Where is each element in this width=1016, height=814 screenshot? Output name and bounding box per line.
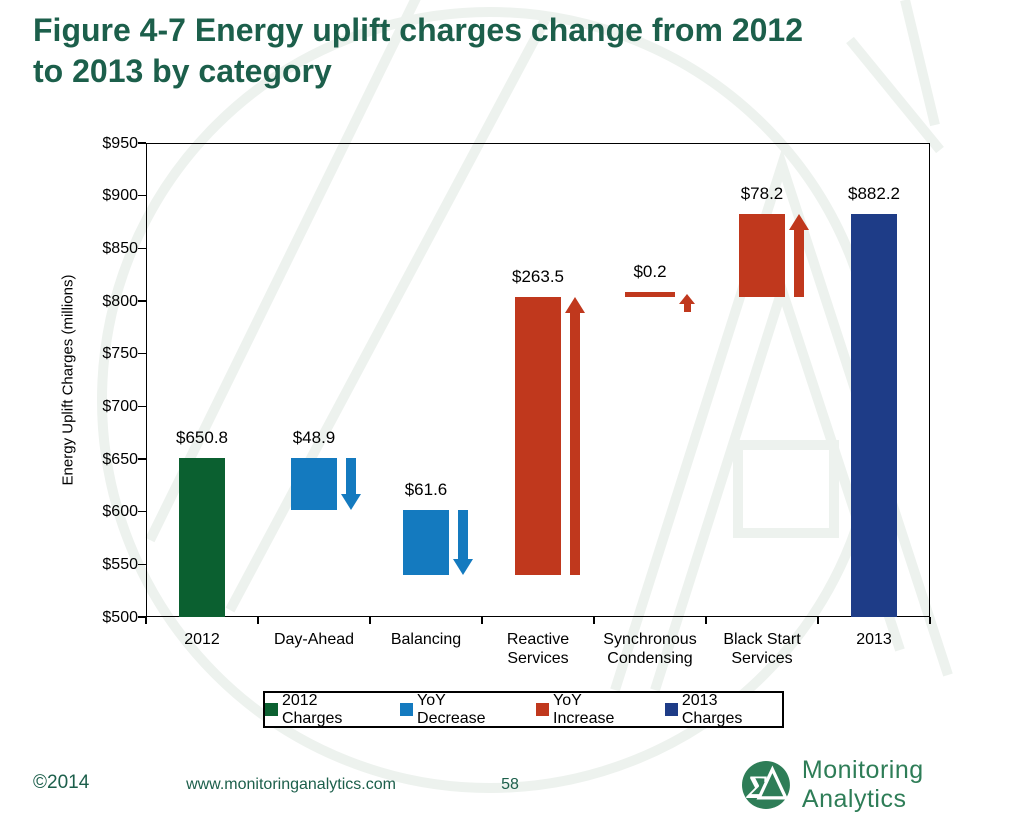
page-title-line-2: to 2013 by category <box>33 53 332 89</box>
y-tick-mark <box>138 352 146 355</box>
bar-2013 <box>851 214 897 617</box>
arrow-down-balancing-head <box>453 558 473 575</box>
arrow-down-day-ahead-stem <box>346 458 356 494</box>
y-tick-label: $700 <box>102 397 138 415</box>
y-tick-mark <box>138 300 146 302</box>
x-tick-mark <box>369 617 371 624</box>
arrow-up-reactive-services-stem <box>570 312 580 575</box>
legend-item-yoy-decrease: YoY Decrease <box>400 692 518 728</box>
y-tick-label: $800 <box>102 292 138 310</box>
brand-name: Monitoring Analytics <box>801 756 924 813</box>
monitoring-analytics-logo-icon: Σ <box>742 761 790 809</box>
bar-value-day-ahead: $48.9 <box>292 428 336 448</box>
arrow-up-synchronous-condensing-head <box>679 293 695 304</box>
x-category-label-day-ahead: Day-Ahead <box>273 631 355 648</box>
legend-swatch-2012-charges <box>265 703 278 716</box>
y-tick-mark <box>138 247 146 250</box>
legend-label: 2013 Charges <box>681 691 743 727</box>
x-tick-mark <box>145 617 147 624</box>
legend-label: 2012 Charges <box>281 691 343 727</box>
arrow-down-day-ahead-head <box>341 493 361 510</box>
y-tick-mark <box>138 405 146 408</box>
legend-swatch-yoy-increase <box>536 703 549 716</box>
x-category-label-balancing: Balancing <box>390 631 462 648</box>
y-tick-label: $650 <box>102 450 138 468</box>
bar-reactive-services <box>515 296 561 575</box>
legend-label: YoY Decrease <box>417 691 486 727</box>
legend-item-2012-charges: 2012 Charges <box>265 692 382 728</box>
plot-area <box>146 143 930 617</box>
arrow-down-balancing-stem <box>458 509 468 559</box>
y-tick-label: $550 <box>102 555 138 573</box>
legend-item-yoy-increase: YoY Increase <box>536 692 647 728</box>
bar-black-start-services <box>739 214 785 297</box>
bar-value-balancing: $61.6 <box>404 479 448 499</box>
footer-copyright: ©2014 <box>33 772 90 793</box>
x-category-label-synchronous-condensing: Synchronous Condensing <box>603 631 697 667</box>
x-tick-mark <box>481 617 483 624</box>
y-tick-label: $750 <box>102 345 138 363</box>
x-tick-mark <box>929 617 931 624</box>
y-tick-mark <box>138 616 146 618</box>
x-tick-mark <box>593 617 595 624</box>
footer-website-link[interactable]: www.monitoringanalytics.com <box>186 776 396 793</box>
bar-2012 <box>179 458 225 617</box>
y-tick-mark <box>138 142 146 144</box>
x-category-label-2013: 2013 <box>856 631 892 648</box>
arrow-up-reactive-services-head <box>565 296 585 313</box>
y-tick-mark <box>138 458 146 460</box>
legend-label: YoY Increase <box>553 691 615 727</box>
x-category-label-black-start-services: Black Start Services <box>723 631 801 667</box>
arrow-up-black-start-services-stem <box>794 230 804 297</box>
bar-value-reactive-services: $263.5 <box>512 266 564 286</box>
legend-swatch-2013-charges <box>664 703 678 716</box>
x-tick-mark <box>257 617 259 624</box>
page-title: Figure 4-7 Energy uplift charges change … <box>33 10 983 92</box>
bar-day-ahead <box>291 458 337 510</box>
bar-value-black-start-services: $78.2 <box>740 184 784 204</box>
brand-lockup: Σ Monitoring Analytics <box>742 756 1016 814</box>
y-tick-label: $900 <box>102 187 138 205</box>
chart-legend: 2012 Charges YoY Decrease YoY Increase 2013… <box>263 691 784 728</box>
x-tick-mark <box>705 617 707 624</box>
y-tick-mark <box>138 563 146 566</box>
legend-swatch-yoy-decrease <box>400 703 414 716</box>
y-tick-mark <box>138 194 146 197</box>
x-category-label-2012: 2012 <box>184 631 220 648</box>
bar-value-synchronous-condensing: $0.2 <box>633 261 667 281</box>
y-tick-label: $850 <box>102 239 138 257</box>
y-tick-label: $500 <box>102 608 138 626</box>
x-tick-mark <box>817 617 819 624</box>
bar-value-2013: $882.2 <box>848 184 900 204</box>
arrow-up-synchronous-condensing-stem <box>683 303 691 312</box>
y-tick-label: $600 <box>102 503 138 521</box>
footer-page-number: 58 <box>501 776 519 793</box>
legend-item-2013-charges: 2013 Charges <box>664 691 782 728</box>
y-tick-mark <box>138 510 146 513</box>
page-title-line-1: Figure 4-7 Energy uplift charges change … <box>33 12 803 48</box>
bar-balancing <box>403 509 449 575</box>
x-category-label-reactive-services: Reactive Services <box>506 631 570 667</box>
y-tick-label: $950 <box>102 134 138 152</box>
bar-value-2012: $650.8 <box>176 428 228 448</box>
arrow-up-black-start-services-head <box>789 214 809 231</box>
bar-synchronous-condensing <box>625 291 675 297</box>
